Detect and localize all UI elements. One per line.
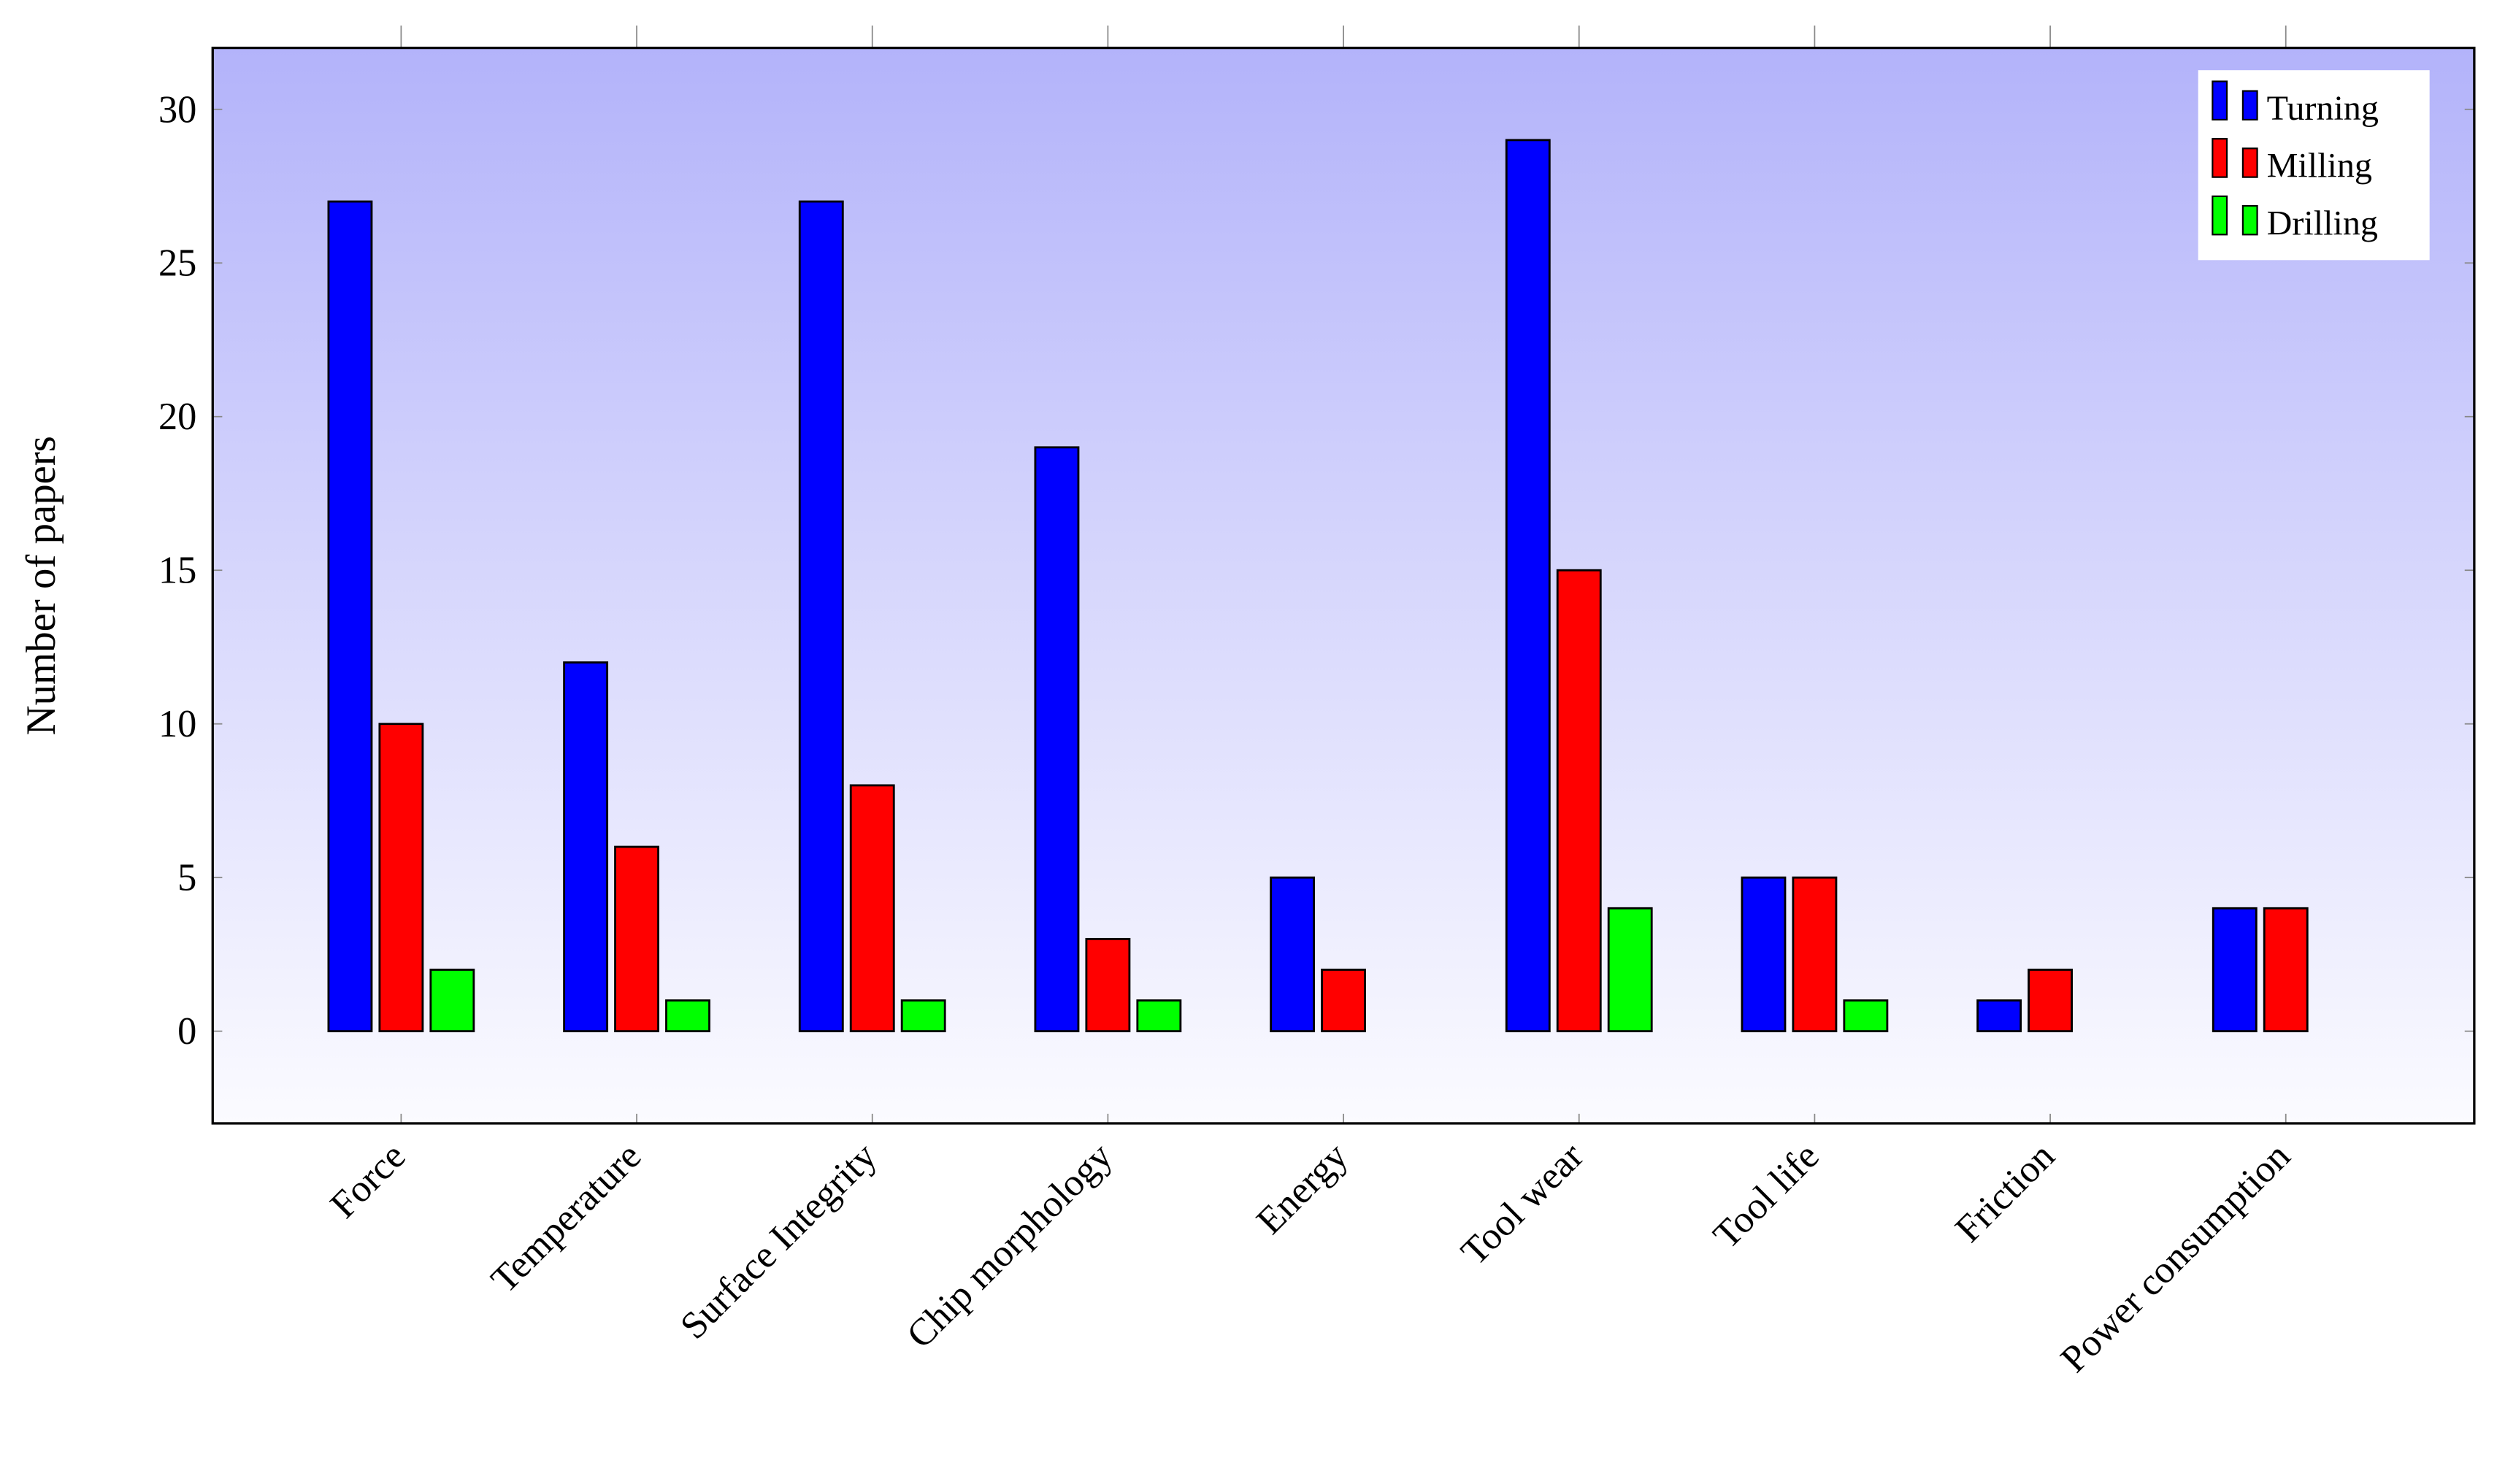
y-tick-label: 15: [158, 550, 196, 592]
bar: [614, 845, 660, 1033]
bar: [1136, 999, 1182, 1033]
y-tick-label: 0: [177, 1010, 196, 1053]
legend-swatch: [2212, 80, 2228, 121]
y-tick-label: 5: [177, 857, 196, 899]
y-tick-label: 25: [158, 242, 196, 285]
bar: [1607, 907, 1653, 1033]
bar: [1505, 139, 1551, 1033]
bar: [2263, 907, 2309, 1033]
x-tick-label: Force: [322, 1135, 413, 1226]
y-axis-label: Number of papers: [18, 436, 64, 735]
bar: [1843, 999, 1889, 1033]
legend-box: [2198, 70, 2430, 261]
x-tick-label: Tool life: [1705, 1135, 1827, 1257]
bar: [1741, 876, 1787, 1033]
bar: [327, 200, 373, 1033]
bar: [2028, 969, 2073, 1033]
bar: [1976, 999, 2022, 1033]
x-tick-label: Chip morphology: [899, 1134, 1121, 1356]
bar: [1085, 937, 1131, 1033]
legend-swatch: [2241, 204, 2258, 236]
bar: [1321, 969, 1367, 1033]
bar: [563, 661, 609, 1033]
legend-label: Turning: [2267, 89, 2379, 128]
y-tick-label: 30: [158, 88, 196, 131]
bar: [665, 999, 710, 1033]
legend-swatch: [2212, 138, 2228, 178]
legend-swatch: [2241, 90, 2258, 121]
plot-background: [212, 47, 2474, 1123]
bar: [798, 200, 844, 1033]
x-tick-label: Tool wear: [1453, 1135, 1592, 1274]
y-tick-label: 10: [158, 703, 196, 745]
x-tick-label: Temperature: [483, 1135, 649, 1302]
bar: [1034, 446, 1080, 1033]
legend-swatch: [2241, 147, 2258, 178]
bar: [1792, 876, 1838, 1033]
bar: [1270, 876, 1316, 1033]
y-tick-label: 20: [158, 396, 196, 438]
x-tick-label: Power consumption: [2052, 1135, 2298, 1381]
x-tick-label: Surface Integrity: [672, 1134, 886, 1347]
bar: [429, 969, 475, 1033]
bar: [2212, 907, 2258, 1033]
x-tick-label: Energy: [1248, 1134, 1357, 1242]
legend-swatch: [2212, 195, 2228, 236]
legend-label: Milling: [2267, 147, 2372, 185]
bar: [900, 999, 946, 1033]
bar: [849, 784, 895, 1033]
plot-frame: [211, 46, 2476, 1125]
bar: [1556, 569, 1602, 1033]
bar: [378, 723, 424, 1033]
legend-label: Drilling: [2267, 204, 2378, 242]
x-tick-label: Friction: [1947, 1135, 2063, 1250]
